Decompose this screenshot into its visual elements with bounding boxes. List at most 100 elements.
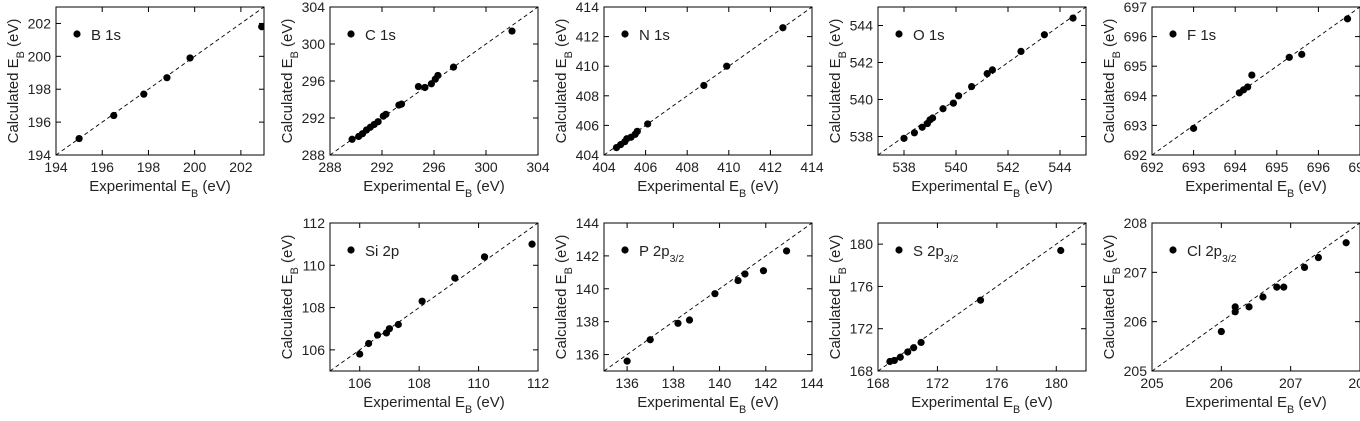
data-point (258, 23, 264, 31)
y-tick-label: 692 (1124, 147, 1148, 163)
y-tick-label: 112 (303, 215, 326, 231)
y-tick-label: 410 (576, 58, 600, 74)
legend-marker (1169, 30, 1177, 38)
y-tick-label: 200 (28, 48, 52, 64)
y-tick-label: 136 (576, 347, 600, 363)
x-axis-label: Experimental EB (eV) (1185, 178, 1326, 200)
plot-frame (329, 222, 539, 372)
reference-line (1152, 7, 1360, 155)
x-tick-label: 292 (370, 159, 394, 175)
x-tick-label: 288 (318, 159, 342, 175)
data-point (414, 82, 422, 91)
data-point (939, 105, 947, 113)
legend-marker (621, 30, 629, 38)
data-point (685, 316, 694, 324)
y-tick-label: 138 (576, 314, 600, 330)
panel-f: 692 693 694 695 696 697 692 693 694 695 696 697 Expe… (1101, 0, 1360, 200)
legend-label: B 1s (91, 27, 121, 44)
x-tick-label: 540 (944, 159, 968, 175)
data-point (1057, 246, 1065, 255)
y-tick-label: 694 (1124, 88, 1148, 104)
data-point (910, 129, 919, 137)
x-tick-label: 542 (996, 159, 1020, 175)
legend-label: S 2p3/2 (913, 243, 959, 265)
data-point (1217, 327, 1225, 336)
x-tick-label: 202 (229, 159, 253, 175)
x-tick-label: 176 (985, 375, 1009, 391)
x-axis-label: Experimental EB (eV) (637, 178, 778, 200)
data-point (904, 348, 912, 356)
x-tick-label: 696 (1307, 159, 1331, 175)
x-axis-label: Experimental EB (eV) (911, 178, 1052, 200)
data-point (949, 99, 958, 107)
x-tick-label: 412 (759, 159, 783, 175)
y-axis-label: Calculated EB (eV) (553, 19, 575, 144)
data-point (988, 66, 997, 74)
data-point (1248, 71, 1256, 79)
legend-label: F 1s (1187, 27, 1216, 44)
x-axis-label: Experimental EB (eV) (363, 178, 504, 200)
data-point (910, 344, 918, 352)
data-point (75, 134, 83, 143)
data-point (394, 320, 402, 329)
legend-label: Si 2p (365, 243, 399, 260)
x-axis-label: Experimental EB (eV) (89, 178, 230, 200)
y-tick-label: 542 (850, 55, 874, 71)
x-tick-label: 198 (137, 159, 161, 175)
x-tick-label: 695 (1265, 159, 1289, 175)
y-tick-label: 300 (302, 36, 326, 52)
data-point (633, 127, 641, 135)
y-axis-label: Calculated EB (eV) (553, 235, 575, 360)
data-point (356, 350, 364, 358)
x-axis-label: Experimental EB (eV) (363, 394, 504, 416)
data-point (1040, 31, 1048, 39)
y-tick-label: 172 (850, 321, 874, 337)
data-point (508, 27, 516, 35)
x-tick-label: 168 (866, 375, 890, 391)
y-tick-label: 540 (850, 92, 874, 108)
plot-frame (877, 222, 1087, 372)
x-tick-label: 296 (422, 159, 446, 175)
data-point (623, 357, 631, 365)
data-point (186, 54, 194, 62)
legend-label: P 2p3/2 (639, 243, 684, 265)
data-point (1245, 303, 1253, 311)
legend-marker (73, 30, 81, 38)
legend-marker (1169, 246, 1177, 254)
data-point (929, 114, 937, 122)
y-tick-label: 304 (302, 0, 326, 15)
data-point (374, 118, 382, 126)
x-tick-label: 110 (467, 375, 490, 391)
data-point (955, 92, 963, 100)
y-tick-label: 296 (302, 73, 326, 89)
data-point (1298, 50, 1306, 58)
x-tick-label: 138 (662, 375, 686, 391)
reference-line (878, 7, 1086, 155)
y-tick-label: 198 (28, 81, 52, 97)
data-point (700, 81, 708, 90)
data-point (900, 134, 908, 142)
y-tick-label: 406 (576, 117, 600, 133)
data-point (397, 100, 406, 108)
data-point (759, 267, 768, 275)
data-point (1190, 124, 1198, 132)
x-tick-label: 140 (708, 375, 732, 391)
reference-line (604, 223, 812, 371)
y-tick-label: 106 (302, 342, 326, 358)
data-point (983, 70, 991, 78)
data-point (1342, 239, 1350, 247)
data-point (140, 90, 148, 98)
y-axis-label: Calculated EB (eV) (279, 19, 301, 144)
x-tick-label: 414 (800, 159, 824, 175)
panel-o: 538 540 542 544 538 540 542 544 Experimental EB … (827, 6, 1087, 200)
legend-marker (621, 246, 629, 254)
data-point (110, 111, 118, 120)
y-tick-label: 544 (850, 18, 874, 34)
x-tick-label: 538 (892, 159, 916, 175)
y-tick-label: 206 (1124, 314, 1148, 330)
y-tick-label: 194 (28, 147, 52, 163)
x-tick-label: 208 (1348, 375, 1360, 391)
y-axis-label: Calculated EB (eV) (279, 235, 301, 360)
data-point (646, 336, 654, 344)
